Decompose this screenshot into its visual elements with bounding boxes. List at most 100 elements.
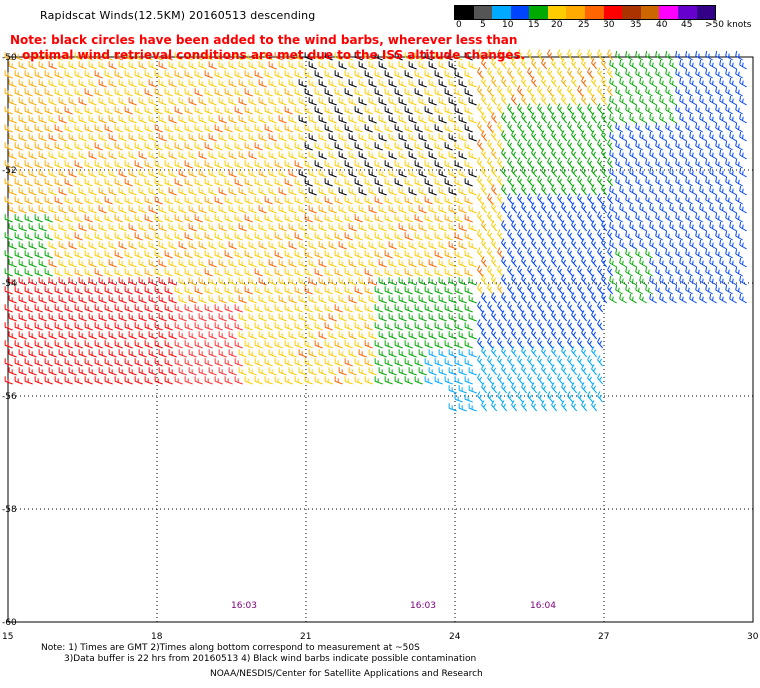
wind-barb [344, 106, 353, 115]
wind-barb [84, 358, 93, 367]
wind-barb [14, 376, 23, 385]
wind-barb [198, 115, 207, 124]
wind-barb [531, 328, 538, 340]
wind-barb [729, 239, 737, 250]
wind-barb [354, 214, 363, 223]
wind-barb [434, 178, 443, 187]
wind-barb [114, 376, 123, 385]
wind-barb [521, 292, 528, 304]
wind-barb [418, 295, 427, 304]
wind-barb [68, 187, 77, 196]
wind-barb [458, 79, 467, 88]
wind-barb [188, 205, 197, 214]
wind-barb [434, 214, 443, 223]
wind-barb [328, 205, 337, 214]
wind-barb [224, 106, 233, 115]
wind-barb [48, 151, 57, 160]
wind-barb [28, 223, 37, 232]
wind-barb [491, 328, 498, 340]
wind-barb [164, 232, 173, 241]
wind-barb [699, 185, 707, 196]
wind-barb [194, 196, 203, 205]
wind-barb [48, 223, 57, 232]
wind-barb [428, 169, 437, 178]
wind-barb [398, 79, 407, 88]
wind-barb [739, 95, 747, 106]
wind-barb [208, 223, 217, 232]
wind-barb [394, 106, 403, 115]
wind-barb [24, 214, 33, 223]
wind-barb [254, 142, 263, 151]
wind-barb [547, 265, 554, 277]
wind-barb [38, 151, 47, 160]
wind-barb [695, 230, 703, 241]
wind-barb [108, 97, 117, 106]
wind-barb [244, 358, 253, 367]
wind-barb [4, 322, 13, 331]
wind-barb [354, 70, 363, 79]
wind-barb [308, 331, 317, 340]
wind-barb [675, 68, 683, 79]
wind-barb [645, 104, 653, 115]
wind-barb [168, 151, 177, 160]
wind-barb [228, 79, 237, 88]
wind-barb [198, 331, 207, 340]
wind-barb [314, 286, 323, 295]
wind-barb [577, 193, 584, 205]
wind-barb [374, 178, 383, 187]
wind-barb [44, 52, 53, 61]
wind-barb [178, 259, 187, 268]
wind-barb [154, 70, 163, 79]
wind-barb [635, 212, 643, 223]
wind-barb [675, 104, 683, 115]
wind-barb [294, 214, 303, 223]
wind-barb [609, 95, 617, 106]
wind-barb [148, 241, 157, 250]
wind-barb [128, 313, 137, 322]
wind-barb [398, 277, 407, 286]
wind-barb [258, 79, 267, 88]
wind-barb [448, 61, 457, 70]
wind-barb [685, 248, 693, 259]
wind-barb [308, 241, 317, 250]
wind-barb [8, 115, 17, 124]
wind-barb [228, 205, 237, 214]
wind-barb [24, 160, 33, 169]
wind-barb [134, 250, 143, 259]
wind-barb [198, 187, 207, 196]
wind-barb [34, 214, 43, 223]
colorbar-label: 10 [502, 20, 514, 30]
wind-barb [487, 193, 494, 205]
wind-barb [74, 322, 83, 331]
wind-barb [735, 104, 743, 115]
wind-barb [288, 61, 297, 70]
wind-barb [438, 349, 447, 358]
wind-barb [729, 221, 737, 232]
wind-barb [424, 304, 433, 313]
wind-barb [284, 322, 293, 331]
wind-barb [541, 328, 548, 340]
wind-barb [507, 85, 514, 97]
wind-barb [615, 68, 623, 79]
wind-barb [174, 160, 183, 169]
wind-barb [567, 391, 574, 403]
wind-barb [557, 373, 564, 385]
wind-barb [234, 142, 243, 151]
wind-barb [288, 259, 297, 268]
wind-barb [178, 151, 187, 160]
wind-barb [28, 187, 37, 196]
wind-barb [464, 142, 473, 151]
wind-barb [178, 349, 187, 358]
wind-barb [448, 205, 457, 214]
wind-barb [364, 286, 373, 295]
wind-barb [577, 301, 584, 313]
wind-barb [184, 70, 193, 79]
wind-barb [284, 70, 293, 79]
wind-barb [394, 70, 403, 79]
wind-barb [34, 286, 43, 295]
wind-barb [491, 274, 498, 286]
wind-barb [304, 286, 313, 295]
wind-barb [78, 151, 87, 160]
wind-barb [98, 295, 107, 304]
wind-barb [567, 229, 574, 241]
